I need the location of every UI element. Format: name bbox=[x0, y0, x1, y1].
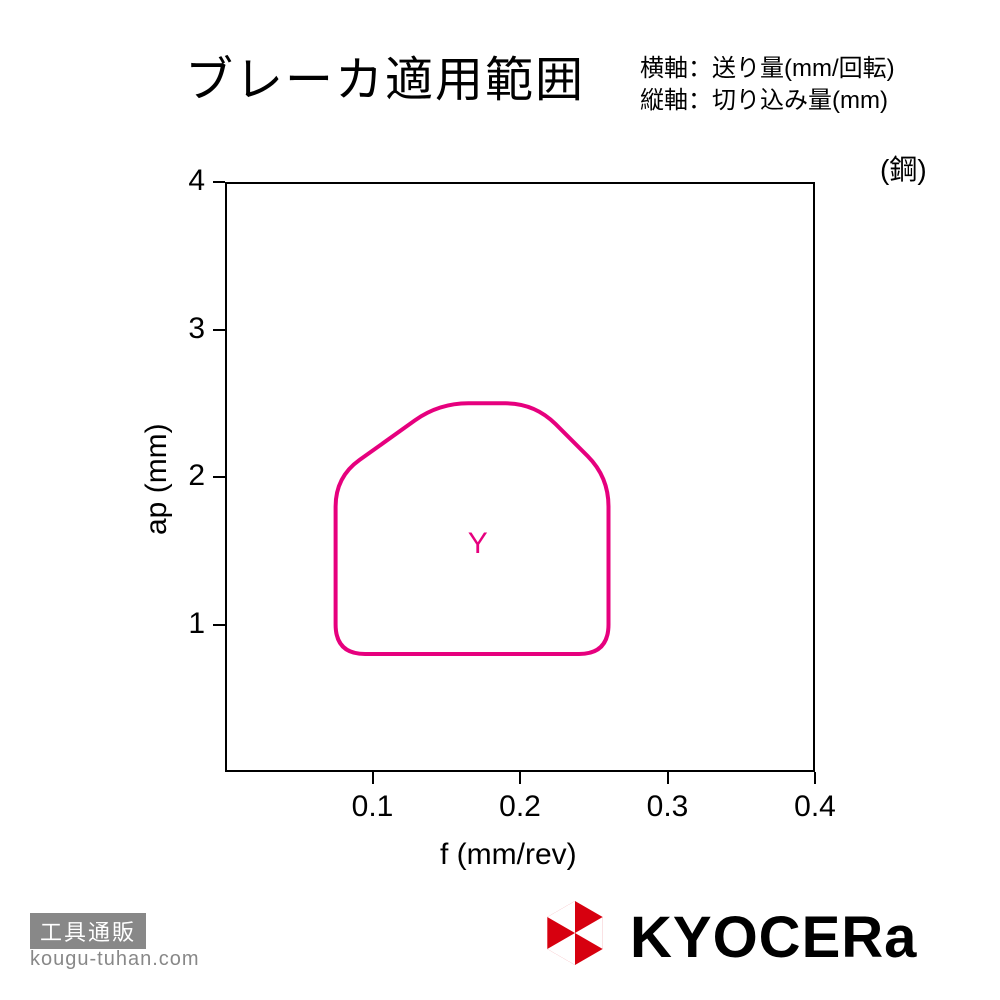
x-tick bbox=[814, 772, 816, 784]
legend-y-axis: 縦軸：切り込み量(mm) bbox=[640, 80, 888, 115]
y-tick bbox=[213, 181, 225, 183]
region-label: Y bbox=[468, 527, 488, 561]
y-tick-label: 1 bbox=[165, 607, 205, 641]
x-tick-label: 0.1 bbox=[343, 790, 403, 824]
material-label: (鋼) bbox=[880, 148, 927, 188]
x-axis-label: f (mm/rev) bbox=[440, 838, 577, 872]
y-tick-label: 3 bbox=[165, 312, 205, 346]
y-tick bbox=[213, 476, 225, 478]
brand-logo: KYOCERa bbox=[530, 898, 970, 968]
y-tick bbox=[213, 624, 225, 626]
x-tick-label: 0.4 bbox=[785, 790, 845, 824]
y-tick-label: 4 bbox=[165, 164, 205, 198]
brand-name: KYOCERa bbox=[630, 904, 917, 971]
kyocera-mark-icon bbox=[530, 898, 620, 968]
region-outline bbox=[225, 182, 815, 772]
y-axis-label: ap (mm) bbox=[140, 423, 174, 535]
x-tick-label: 0.3 bbox=[638, 790, 698, 824]
footer-url: kougu-tuhan.com bbox=[30, 948, 200, 971]
x-tick bbox=[372, 772, 374, 784]
x-tick bbox=[667, 772, 669, 784]
legend-x-axis: 横軸：送り量(mm/回転) bbox=[640, 48, 895, 83]
x-tick bbox=[519, 772, 521, 784]
y-tick bbox=[213, 329, 225, 331]
footer-badge: 工具通販 bbox=[30, 913, 146, 949]
x-tick-label: 0.2 bbox=[490, 790, 550, 824]
chart-title: ブレーカ適用範囲 bbox=[185, 40, 585, 110]
